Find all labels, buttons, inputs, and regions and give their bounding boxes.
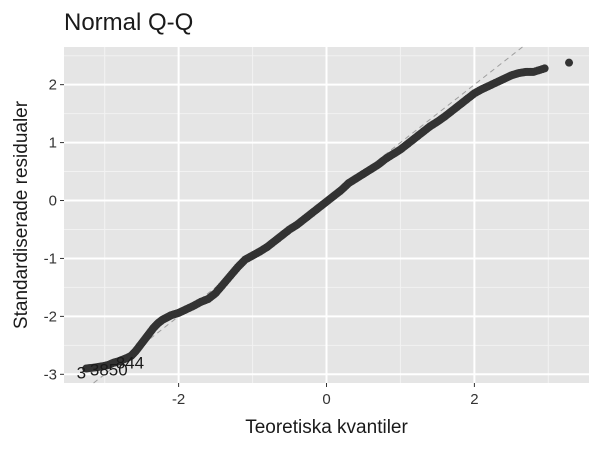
data-point (540, 64, 549, 73)
data-points (82, 58, 574, 373)
x-tick-label: 2 (470, 391, 478, 408)
y-tick-label: 1 (49, 135, 57, 152)
x-tick-label: 0 (322, 391, 330, 408)
grid-lines (64, 47, 589, 383)
point-label: 3 (77, 364, 86, 383)
y-tick-label: -2 (44, 308, 57, 325)
point-label: 3850 (90, 361, 128, 380)
y-tick-label: -3 (44, 366, 57, 383)
y-tick-label: 2 (49, 77, 57, 94)
point-label: 844 (116, 354, 144, 373)
x-axis-ticks: -2 0 2 (172, 383, 479, 408)
y-tick-label: -1 (44, 250, 57, 267)
y-axis-title: Standardiserade residualer (11, 100, 32, 329)
y-tick-label: 0 (49, 193, 57, 210)
chart-title: Normal Q-Q (64, 9, 193, 36)
y-axis-ticks: -3 -2 -1 0 1 2 (44, 77, 64, 383)
x-axis-title: Teoretiska kvantiler (245, 417, 408, 438)
x-tick-label: -2 (172, 391, 185, 408)
data-point (565, 58, 574, 67)
